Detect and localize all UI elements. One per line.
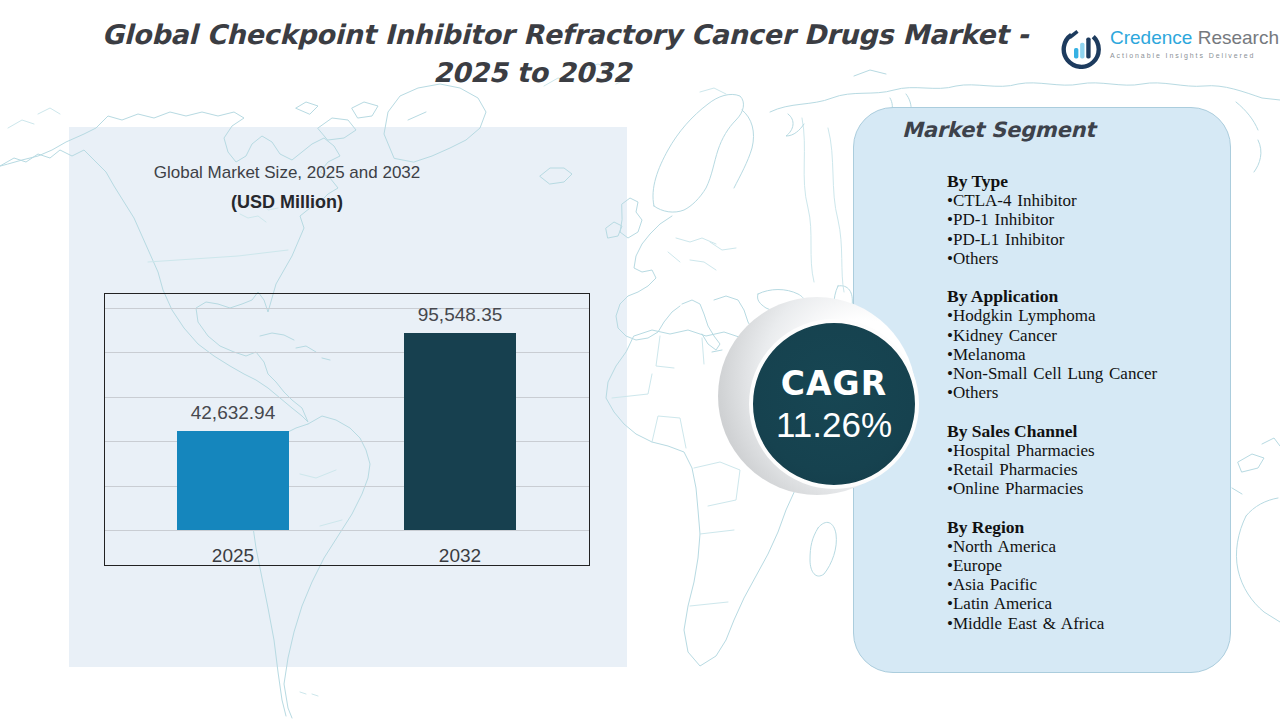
map-scandinavia — [653, 94, 754, 212]
market-segment-title: Market Segment — [902, 118, 1095, 142]
bar-category-label: 2032 — [439, 545, 481, 567]
bar-chart: 42,632.94202595,548.352032 — [104, 293, 590, 566]
chart-gridline — [105, 530, 589, 531]
segment-item: •Middle East & Africa — [947, 614, 1157, 633]
chart-gridline — [105, 397, 589, 398]
segment-group-heading: By Region — [947, 518, 1157, 537]
map-russia-rivers — [802, 118, 844, 292]
bar-2025: 42,632.942025 — [177, 431, 289, 530]
map-western-europe — [616, 216, 680, 340]
segment-item: •Online Pharmacies — [947, 479, 1157, 498]
segment-group: By Application•Hodgkin Lymphoma•Kidney C… — [947, 287, 1157, 402]
map-indonesia — [1232, 438, 1280, 494]
segment-item: •Others — [947, 383, 1157, 402]
map-greenland — [384, 84, 486, 162]
segment-item: •Europe — [947, 556, 1157, 575]
segment-item: •PD-L1 Inhibitor — [947, 230, 1157, 249]
logo-brand: Credence Research — [1110, 27, 1279, 49]
logo-brand-first: Credence — [1110, 27, 1192, 48]
segment-item: •North America — [947, 537, 1157, 556]
map-us-border — [148, 250, 288, 262]
logo-tagline: Actionable Insights Delivered — [1110, 52, 1279, 59]
cagr-badge: CAGR 11.26% — [749, 319, 919, 489]
map-arctic-islands — [296, 102, 378, 140]
segment-item: •Others — [947, 249, 1157, 268]
infographic-canvas: Global Checkpoint Inhibitor Refractory C… — [0, 0, 1280, 720]
bar-2032: 95,548.352032 — [404, 333, 516, 530]
segment-item: •Retail Pharmacies — [947, 460, 1157, 479]
credence-research-logo: Credence Research Actionable Insights De… — [1060, 27, 1279, 69]
segment-item: •Latin America — [947, 594, 1157, 613]
map-madagascar — [810, 522, 836, 576]
segment-item: •CTLA-4 Inhibitor — [947, 191, 1157, 210]
segment-item: •Hospital Pharmacies — [947, 441, 1157, 460]
logo-brand-second: Research — [1198, 27, 1279, 48]
segment-group: By Sales Channel•Hospital Pharmacies•Ret… — [947, 422, 1157, 499]
segment-item: •Kidney Cancer — [947, 326, 1157, 345]
map-australia — [1236, 498, 1280, 622]
segment-item: •Hodgkin Lymphoma — [947, 306, 1157, 325]
segment-item: •Asia Pacific — [947, 575, 1157, 594]
map-british-isles — [606, 198, 642, 238]
logo-text: Credence Research Actionable Insights De… — [1110, 27, 1279, 59]
chart-gridline — [105, 308, 589, 309]
segment-group: By Region•North America•Europe•Asia Paci… — [947, 518, 1157, 633]
segment-group: By Type•CTLA-4 Inhibitor•PD-1 Inhibitor•… — [947, 172, 1157, 268]
segment-item: •Melanoma — [947, 345, 1157, 364]
chart-title: Global Market Size, 2025 and 2032 (USD M… — [69, 163, 505, 213]
chart-gridline — [105, 352, 589, 353]
bar-value-label: 95,548.35 — [418, 304, 503, 326]
segment-group-heading: By Sales Channel — [947, 422, 1157, 441]
chart-title-line: Global Market Size, 2025 and 2032 — [69, 163, 505, 183]
map-europe-borders — [668, 238, 736, 270]
cagr-value: 11.26% — [776, 405, 892, 445]
bar-value-label: 42,632.94 — [191, 402, 276, 424]
segment-item: •PD-1 Inhibitor — [947, 210, 1157, 229]
logo-bar-chart-icon — [1060, 27, 1102, 69]
report-title-line1: Global Checkpoint Inhibitor Refractory C… — [0, 16, 1130, 54]
bar-category-label: 2025 — [212, 545, 254, 567]
segment-item: •Non-Small Cell Lung Cancer — [947, 364, 1157, 383]
market-segment-list: By Type•CTLA-4 Inhibitor•PD-1 Inhibitor•… — [947, 172, 1157, 633]
segment-group-heading: By Application — [947, 287, 1157, 306]
segment-group-heading: By Type — [947, 172, 1157, 191]
map-iceland — [540, 168, 572, 184]
report-title: Global Checkpoint Inhibitor Refractory C… — [0, 16, 1130, 92]
report-title-line2: 2025 to 2032 — [0, 54, 1097, 92]
cagr-label: CAGR — [781, 364, 887, 403]
chart-subtitle: (USD Million) — [69, 192, 505, 213]
